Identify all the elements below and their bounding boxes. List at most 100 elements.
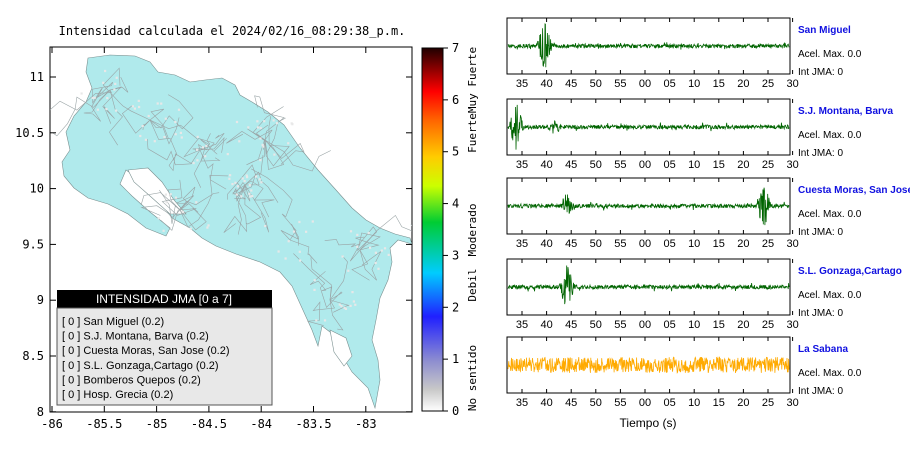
time-tick-label: 05 bbox=[663, 238, 675, 250]
city-dot bbox=[144, 138, 147, 141]
city-dot bbox=[313, 279, 316, 282]
time-tick-label: 05 bbox=[663, 159, 675, 171]
time-tick-label: 45 bbox=[565, 78, 577, 90]
city-dot bbox=[273, 153, 276, 156]
colorbar-tick-label: 2 bbox=[452, 300, 459, 314]
city-dot bbox=[249, 195, 252, 198]
max-accel-label: Acel. Max. 0.0 bbox=[798, 368, 862, 379]
map-title: Intensidad calculada el 2024/02/16_08:29… bbox=[59, 24, 406, 38]
city-dot bbox=[205, 144, 208, 148]
road bbox=[140, 192, 181, 211]
legend-header: INTENSIDAD JMA [0 a 7] bbox=[96, 292, 232, 306]
legend-item: [ 0 ] S.L. Gonzaga,Cartago (0.2) bbox=[62, 360, 219, 372]
road bbox=[50, 89, 112, 111]
city-dot bbox=[356, 233, 359, 236]
city-dot bbox=[96, 108, 99, 111]
city-dot bbox=[162, 229, 165, 232]
city-dot bbox=[356, 245, 359, 248]
road bbox=[179, 175, 229, 228]
time-tick-label: 35 bbox=[516, 397, 528, 409]
city-dot bbox=[349, 230, 353, 233]
city-dot bbox=[383, 247, 387, 250]
jma-intensity-label: Int JMA: 0 bbox=[798, 148, 843, 159]
city-dot bbox=[169, 193, 172, 196]
city-dot bbox=[241, 177, 244, 180]
road bbox=[329, 255, 348, 301]
jma-intensity-label: Int JMA: 0 bbox=[798, 386, 843, 397]
time-tick-label: 05 bbox=[663, 319, 675, 331]
time-tick-label: 25 bbox=[762, 238, 774, 250]
time-tick-label: 35 bbox=[516, 78, 528, 90]
city-dot bbox=[182, 210, 185, 213]
time-tick-label: 15 bbox=[713, 78, 725, 90]
road bbox=[140, 205, 181, 218]
time-tick-label: 45 bbox=[565, 159, 577, 171]
station-dots bbox=[80, 69, 390, 322]
city-dot bbox=[261, 143, 264, 146]
lon-tick-label: -83 bbox=[355, 417, 377, 431]
seismogram-panel: 35 40 45 50 55 00 05 10 15 20 25 30 La Sabana Acel. M… bbox=[506, 336, 862, 409]
city-dot bbox=[137, 99, 140, 102]
city-dot bbox=[164, 117, 167, 120]
road bbox=[199, 149, 227, 190]
time-tick-label: 20 bbox=[737, 159, 749, 171]
city-dot bbox=[246, 176, 249, 179]
colorbar-tick-label: 0 bbox=[452, 404, 459, 418]
time-tick-label: 40 bbox=[540, 159, 552, 171]
road bbox=[109, 76, 129, 93]
lat-tick-label: 11 bbox=[30, 70, 44, 84]
city-dot bbox=[201, 146, 204, 149]
legend-item: [ 0 ] Bomberos Quepos (0.2) bbox=[62, 374, 201, 386]
time-tick-label: 25 bbox=[762, 397, 774, 409]
lon-tick-label: -84 bbox=[250, 417, 272, 431]
road bbox=[179, 207, 207, 231]
road bbox=[351, 249, 370, 281]
time-tick-label: 55 bbox=[614, 238, 626, 250]
colorbar-tick-label: 6 bbox=[452, 93, 459, 107]
time-tick-label: 40 bbox=[540, 238, 552, 250]
city-dot bbox=[229, 174, 232, 177]
city-dot bbox=[259, 159, 262, 162]
city-dot bbox=[240, 195, 243, 198]
max-accel-label: Acel. Max. 0.0 bbox=[798, 130, 862, 141]
road bbox=[329, 299, 350, 313]
time-tick-label: 30 bbox=[786, 319, 798, 331]
road bbox=[234, 154, 264, 196]
city-dot bbox=[305, 230, 308, 233]
time-tick-label: 40 bbox=[540, 319, 552, 331]
seismogram-panel: 35 40 45 50 55 00 05 10 15 20 25 30 S.J. Montana, Ba… bbox=[506, 98, 893, 171]
max-accel-label: Acel. Max. 0.0 bbox=[798, 49, 862, 60]
lat-tick-label: 10 bbox=[30, 182, 44, 196]
legend-item: [ 0 ] S.J. Montana, Barva (0.2) bbox=[62, 331, 209, 343]
city-dot bbox=[228, 177, 231, 180]
city-dot bbox=[236, 185, 240, 188]
time-tick-label: 00 bbox=[639, 238, 651, 250]
road bbox=[183, 138, 215, 188]
city-dot bbox=[290, 122, 293, 125]
seismogram-trace bbox=[507, 265, 790, 305]
legend-header-bg bbox=[57, 290, 272, 308]
city-dot bbox=[347, 269, 350, 272]
city-dot bbox=[344, 307, 347, 310]
intensity-map: 11 10.5 10 9.5 9 8.5 8 -86 -85.5 -85 -84.5 -84 -83.… bbox=[15, 46, 413, 431]
lon-tick-label: -84.5 bbox=[191, 417, 227, 431]
time-tick-label: 40 bbox=[540, 78, 552, 90]
time-tick-label: 35 bbox=[516, 319, 528, 331]
city-dot bbox=[387, 253, 390, 256]
time-tick-label: 45 bbox=[565, 397, 577, 409]
time-tick-label: 30 bbox=[786, 397, 798, 409]
city-dot bbox=[258, 178, 261, 181]
time-tick-label: 50 bbox=[590, 78, 602, 90]
station-name: S.L. Gonzaga,Cartago bbox=[798, 266, 902, 277]
city-dot bbox=[174, 121, 177, 124]
city-dot bbox=[80, 92, 83, 95]
city-dot bbox=[262, 145, 265, 148]
city-dot bbox=[323, 319, 327, 322]
road bbox=[359, 249, 382, 281]
colorbar-tick-label: 1 bbox=[452, 352, 459, 366]
road bbox=[102, 86, 122, 124]
city-dot bbox=[313, 288, 316, 291]
road bbox=[167, 188, 181, 211]
road bbox=[357, 226, 381, 252]
city-dot bbox=[311, 220, 314, 223]
